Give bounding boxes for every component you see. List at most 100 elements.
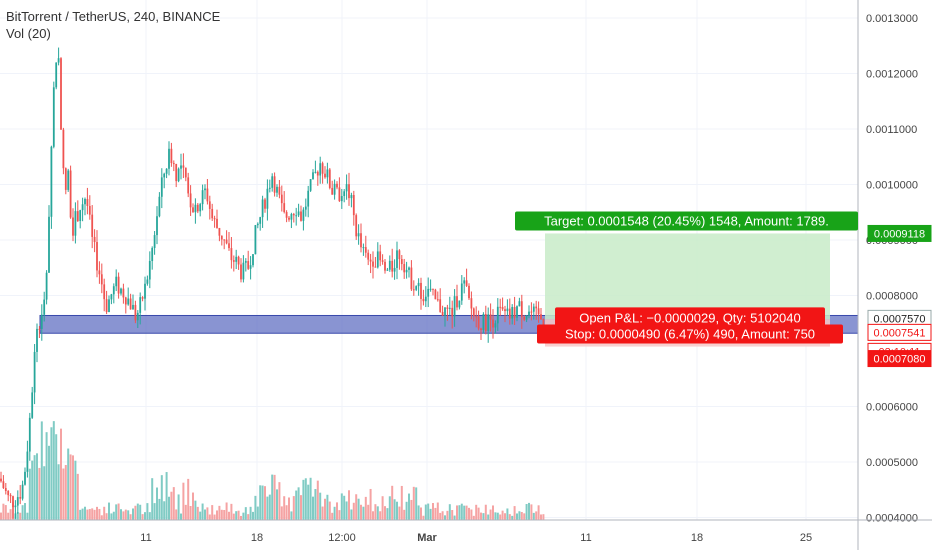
candle-body (525, 315, 528, 320)
volume-bar (79, 509, 82, 520)
candle-body (160, 177, 163, 197)
volume-bar (244, 507, 247, 520)
candle-body (211, 208, 214, 219)
candle-body (7, 490, 10, 496)
volume-bar (52, 421, 55, 520)
candle-body (285, 212, 288, 218)
candle-body (124, 297, 127, 305)
candle-body (117, 276, 120, 294)
symbol-title[interactable]: BitTorrent / TetherUS, 240, BINANCE (6, 9, 221, 24)
candle-body (535, 306, 538, 309)
volume-bar (199, 511, 202, 520)
candle-body (264, 199, 266, 209)
candle-body (477, 316, 480, 329)
candle-body (304, 206, 307, 210)
volume-bar (264, 486, 266, 520)
volume-bar (429, 508, 432, 520)
time-tick-label: 18 (251, 532, 263, 544)
candle-body (249, 265, 252, 269)
volume-bar (396, 501, 398, 520)
volume-bar (266, 496, 269, 520)
volume-bar (33, 455, 36, 520)
candle-body (484, 314, 487, 332)
time-axis[interactable]: 11 18 12:00 Mar 11 18 25 (0, 519, 932, 544)
volume-bar (31, 460, 34, 520)
candle-body (50, 146, 53, 217)
volume-bar (374, 504, 377, 520)
price-badge: 0.0007080 (874, 354, 926, 366)
candle-body (48, 216, 50, 273)
candle-body (153, 235, 156, 248)
volume-bar (386, 508, 389, 520)
candle-body (528, 311, 530, 316)
volume-bar (364, 496, 367, 520)
volume-bar (192, 492, 194, 520)
volume-bar (24, 503, 26, 520)
volume-indicator-label[interactable]: Vol (20) (6, 26, 51, 41)
volume-bar (477, 507, 480, 520)
volume-bar (132, 508, 134, 520)
volume-bar (96, 506, 98, 520)
time-tick-label: 18 (691, 532, 703, 544)
target-zone (545, 233, 830, 320)
volume-bar (273, 474, 276, 520)
target-label-bg (515, 211, 858, 231)
candle-body (16, 497, 19, 506)
volume-bar (139, 504, 142, 520)
volume-bar (252, 511, 254, 520)
volume-bar (237, 510, 240, 520)
candle-body (254, 225, 257, 255)
volume-bar (355, 494, 358, 520)
candle-body (132, 304, 134, 310)
time-tick-label: 25 (800, 532, 812, 544)
volume-bar (314, 489, 317, 520)
candle-body (434, 289, 437, 300)
volume-bar (290, 511, 293, 520)
candle-body (136, 312, 139, 321)
volume-bar (254, 495, 257, 520)
time-tick-label: 11 (580, 532, 591, 544)
price-axis[interactable]: 0.0013000 0.0012000 0.0011000 0.0010000 0.00… (857, 0, 918, 550)
candle-body (158, 196, 161, 217)
volume-bar (333, 506, 336, 520)
candle-body (110, 294, 113, 300)
candle-body (398, 250, 401, 260)
candle-body (55, 62, 58, 88)
candle-body (408, 267, 410, 270)
candle-body (460, 283, 463, 301)
candle-body (88, 205, 91, 215)
volume-bar (100, 515, 103, 520)
candle-body (24, 471, 26, 485)
candle-body (103, 284, 106, 300)
candle-body (201, 190, 204, 205)
volume-bar (384, 506, 386, 520)
price-tick-label: 0.0004000 (866, 513, 918, 525)
volume-bar (201, 503, 204, 520)
candle-body (52, 87, 55, 147)
candle-body (446, 307, 449, 309)
volume-bar (235, 511, 238, 520)
volume-bar (410, 499, 413, 520)
candle-body (232, 260, 235, 262)
position-labels[interactable]: Target: 0.0001548 (20.45%) 1548, Amount:… (515, 211, 932, 368)
candle-body (338, 187, 341, 202)
candle-body (223, 239, 226, 241)
volume-bar (336, 502, 338, 520)
volume-bar (134, 505, 137, 520)
candle-body (172, 163, 175, 165)
candle-body (523, 317, 526, 320)
candle-body (376, 251, 379, 268)
volume-bar (321, 506, 324, 520)
volume-bar (475, 504, 478, 520)
volume-bar (0, 512, 2, 520)
volume-bar (540, 514, 542, 520)
price-tick-label: 0.0008000 (866, 291, 918, 303)
candle-body (530, 311, 533, 313)
volume-bar (369, 488, 372, 520)
candle-body (384, 261, 386, 271)
candle-body (362, 247, 365, 249)
volume-bar (9, 509, 12, 520)
candle-body (364, 247, 367, 253)
candle-body (391, 260, 394, 272)
